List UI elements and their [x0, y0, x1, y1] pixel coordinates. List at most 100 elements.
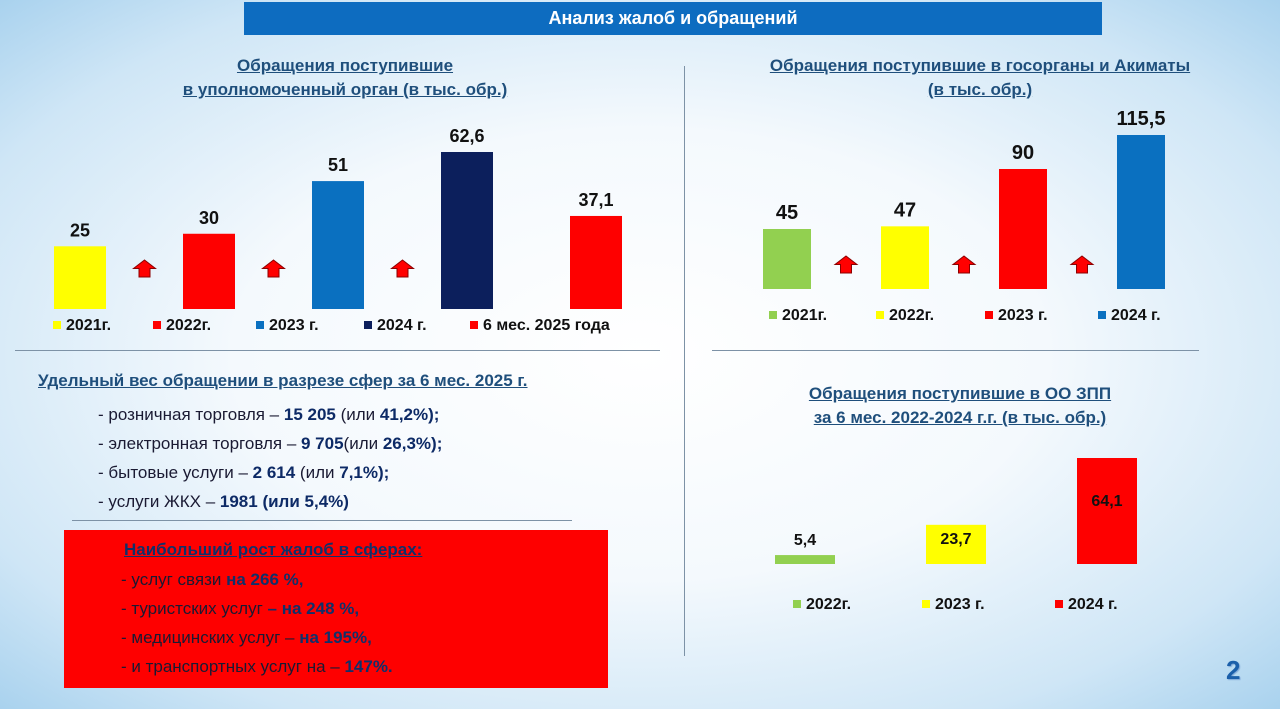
vertical-divider — [684, 66, 685, 656]
shares-title: Удельный вес обращении в разрезе сфер за… — [38, 371, 528, 390]
chart1-value-label-4: 62,6 — [449, 126, 484, 146]
chart1-title-line2: в уполномоченный орган (в тыс. обр.) — [182, 80, 508, 99]
growth-item-value: на 266 %, — [226, 570, 304, 589]
chart2-title-line1: Обращения поступившие в госорганы и Аким… — [769, 56, 1191, 75]
chart2-legend-swatch-1 — [769, 311, 777, 319]
share-item: - услуги ЖКХ – 1981 (или 5,4%) — [98, 492, 349, 512]
share-item-bold: 9 705 — [301, 434, 344, 453]
chart3-value-label-3: 64,1 — [1091, 493, 1122, 510]
chart3-bar-3 — [1077, 458, 1137, 564]
chart1-legend-label-2: 2022г. — [166, 317, 211, 334]
chart1-value-label-3: 51 — [328, 155, 348, 175]
chart3-legend-label-2: 2023 г. — [935, 596, 985, 613]
chart2-legend-label-4: 2024 г. — [1111, 307, 1161, 324]
chart2-bar-2 — [881, 226, 929, 289]
chart3-value-label-2: 23,7 — [940, 531, 971, 548]
share-item: - электронная торговля – 9 705(или 26,3%… — [98, 434, 442, 454]
chart1-value-label-2: 30 — [199, 208, 219, 228]
chart1-legend-swatch-1 — [53, 321, 61, 329]
share-item-tail: ; — [433, 405, 440, 424]
chart1-legend-swatch-2 — [153, 321, 161, 329]
share-item-post: (или — [335, 405, 380, 424]
shares-underline — [72, 520, 572, 521]
chart3-bar-2 — [926, 524, 986, 564]
chart2-legend-swatch-4 — [1098, 311, 1106, 319]
chart2-bar-1 — [763, 229, 811, 289]
growth-item-label: - и транспортных услуг на – — [121, 657, 345, 676]
chart1-legend-swatch-4 — [364, 321, 372, 329]
chart2-legend-label-1: 2021г. — [782, 307, 827, 324]
chart2-legend-label-3: 2023 г. — [998, 307, 1048, 324]
chart2-value-label-1: 45 — [776, 202, 798, 224]
chart2-legend-swatch-3 — [985, 311, 993, 319]
growth-item-label: - туристских услуг — [121, 599, 268, 618]
chart2-title-line2: (в тыс. обр.) — [927, 80, 1033, 99]
chart1-value-label-1: 25 — [70, 220, 90, 240]
chart2-value-label-4: 115,5 — [1117, 108, 1166, 130]
chart3-legend-swatch-3 — [1055, 600, 1063, 608]
growth-item: - медицинских услуг – на 195%, — [121, 628, 372, 648]
chart1-bar-4 — [441, 152, 493, 309]
chart3-title-line1: Обращения поступившие в ОО ЗПП — [808, 384, 1112, 403]
chart1-growth-arrow-icon-2 — [261, 259, 286, 278]
growth-title: Наибольший рост жалоб в сферах: — [124, 540, 423, 559]
chart3-legend-label-3: 2024 г. — [1068, 596, 1118, 613]
share-item-bold2: 26,3%) — [382, 434, 437, 453]
chart1-title-line1: Обращения поступившие — [236, 56, 454, 75]
chart2-bar-4 — [1117, 135, 1165, 289]
chart1-legend-label-5: 6 мес. 2025 года — [483, 317, 610, 334]
share-item-tail: ; — [436, 434, 443, 453]
growth-item-value: 147%. — [344, 657, 393, 676]
chart1-value-label-5: 37,1 — [578, 190, 613, 210]
chart1-legend-label-4: 2024 г. — [377, 317, 427, 334]
chart1-bar-3 — [312, 181, 364, 309]
share-item-bold2: 7,1%) — [339, 463, 384, 482]
chart1-growth-arrow-icon-1 — [132, 259, 157, 278]
growth-item-label: - услуг связи — [121, 570, 227, 589]
share-item: - розничная торговля – 15 205 (или 41,2%… — [98, 405, 439, 425]
chart2-growth-arrow-icon-1 — [833, 255, 859, 274]
growth-item-label: - медицинских услуг – — [121, 628, 300, 647]
chart1-legend-label-1: 2021г. — [66, 317, 111, 334]
chart1-bar-1 — [54, 246, 106, 309]
chart3-legend-swatch-2 — [922, 600, 930, 608]
share-item-bold: 1981 — [219, 492, 258, 511]
chart1-legend-label-3: 2023 г. — [269, 317, 319, 334]
chart2-legend-label-2: 2022г. — [889, 307, 934, 324]
share-item-bold2: 41,2%) — [379, 405, 434, 424]
chart1-legend-swatch-5 — [470, 321, 478, 329]
share-item-pre: - бытовые услуги – — [98, 463, 253, 482]
chart3-legend-swatch-1 — [793, 600, 801, 608]
share-item-post: (или — [343, 434, 383, 453]
growth-box: Наибольший рост жалоб в сферах: - услуг … — [64, 530, 608, 688]
chart2-growth-arrow-icon-3 — [1069, 255, 1095, 274]
page-number: 2 — [1226, 655, 1241, 685]
chart3-value-label-1: 5,4 — [794, 532, 816, 549]
divider-right — [712, 350, 1199, 351]
share-item-tail: ; — [383, 463, 390, 482]
divider-left — [15, 350, 660, 351]
growth-item-value: – на 248 %, — [267, 599, 360, 618]
chart3-title-line2: за 6 мес. 2022-2024 г.г. (в тыс. обр.) — [813, 408, 1107, 427]
chart1-title: Обращения поступившие в уполномоченный о… — [130, 54, 560, 102]
chart2-value-label-3: 90 — [1012, 142, 1034, 164]
chart1-bar-2 — [183, 233, 235, 309]
chart2-value-label-2: 47 — [894, 199, 916, 221]
chart3-title: Обращения поступившие в ОО ЗПП за 6 мес.… — [740, 382, 1180, 430]
chart1-legend-swatch-3 — [256, 321, 264, 329]
growth-item: - и транспортных услуг на – 147%. — [121, 657, 393, 677]
growth-item-value: на 195%, — [299, 628, 372, 647]
chart3-legend-label-1: 2022г. — [806, 596, 851, 613]
share-item-pre: - розничная торговля – — [98, 405, 284, 424]
growth-item: - услуг связи на 266 %, — [121, 570, 303, 590]
growth-item: - туристских услуг – на 248 %, — [121, 599, 359, 619]
share-item-bold2: (или 5,4%) — [262, 492, 349, 511]
chart3-bar-1 — [775, 555, 835, 564]
share-item: - бытовые услуги – 2 614 (или 7,1%); — [98, 463, 389, 483]
slide-title-banner: Анализ жалоб и обращений — [244, 2, 1102, 35]
share-item-bold: 2 614 — [252, 463, 296, 482]
slide-title: Анализ жалоб и обращений — [548, 8, 798, 28]
chart2-legend-swatch-2 — [876, 311, 884, 319]
chart1-growth-arrow-icon-3 — [390, 259, 415, 278]
